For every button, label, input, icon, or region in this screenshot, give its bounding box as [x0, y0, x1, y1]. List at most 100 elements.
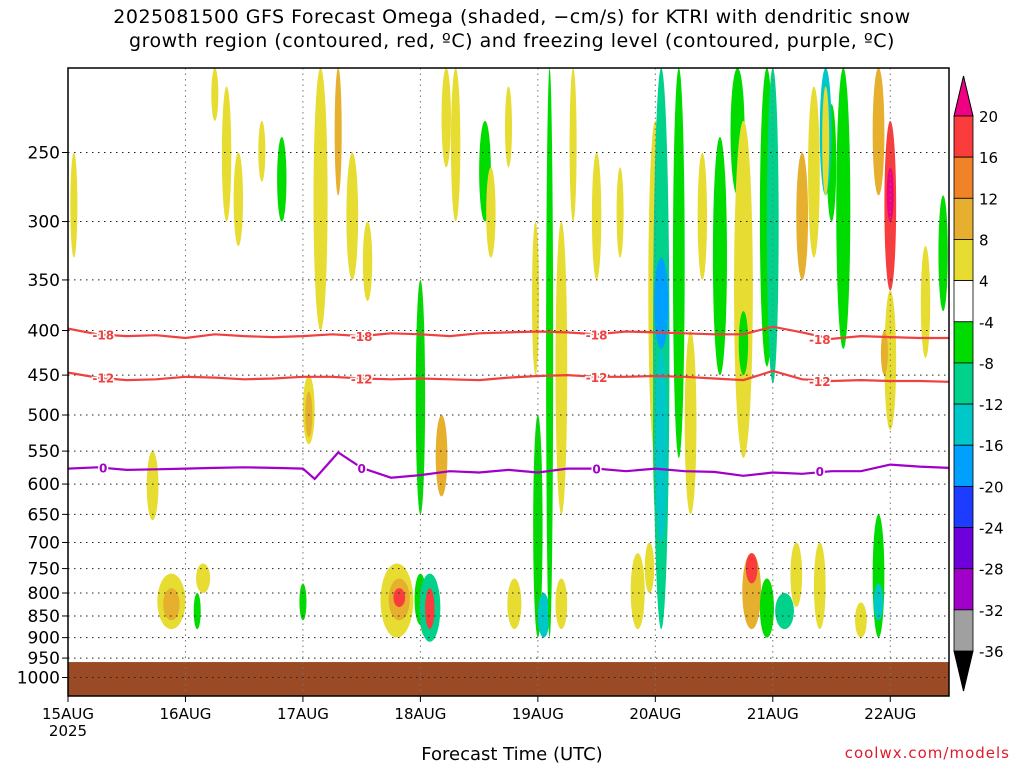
omega-cell-65 — [808, 86, 820, 258]
colorbar-label-7: -12 — [979, 396, 1004, 414]
colorbar-swatch-4 — [953, 280, 974, 323]
colorbar-label-2: 12 — [979, 190, 998, 208]
omega-cell-51 — [644, 542, 655, 594]
omega-cell-1 — [146, 451, 159, 521]
omega-cell-3 — [163, 588, 180, 621]
y-tick-label-700: 700 — [28, 533, 60, 553]
x-tick-label-5: 20AUG — [629, 705, 681, 723]
omega-cell-22 — [415, 279, 426, 515]
contour-label-0-3: -18 — [809, 333, 831, 347]
contour-label-1-0: -12 — [92, 372, 114, 386]
omega-cell-40 — [507, 578, 522, 630]
omega-cell-41 — [555, 578, 568, 630]
omega-cell-27 — [441, 68, 451, 168]
omega-cell-7 — [221, 86, 232, 222]
contour-line-0 — [68, 325, 949, 341]
y-tick-label-750: 750 — [28, 560, 60, 580]
y-tick-label-900: 900 — [28, 629, 60, 649]
contour-label-2-0: 0 — [99, 461, 107, 475]
omega-cell-77 — [938, 195, 948, 312]
y-tick-label-350: 350 — [28, 271, 60, 291]
omega-cell-36 — [555, 221, 568, 515]
omega-cell-26 — [435, 415, 448, 497]
omega-cell-4 — [196, 563, 211, 594]
omega-cell-67 — [836, 68, 851, 349]
omega-cell-52 — [712, 137, 727, 376]
colorbar-swatch-5 — [953, 321, 974, 364]
omega-cell-61 — [759, 578, 774, 638]
colorbar-swatch-10 — [953, 527, 974, 570]
omega-cell-55 — [738, 311, 749, 376]
omega-cell-39 — [616, 167, 624, 258]
omega-cell-33 — [537, 593, 550, 638]
omega-cell-9 — [258, 120, 266, 182]
y-tick-label-450: 450 — [28, 366, 60, 386]
omega-cell-47 — [672, 68, 685, 458]
omega-cell-34 — [546, 68, 554, 638]
x-tick-label-6: 21AUG — [747, 705, 799, 723]
y-tick-label-650: 650 — [28, 505, 60, 525]
y-tick-label-600: 600 — [28, 475, 60, 495]
omega-cell-35 — [531, 221, 540, 376]
omega-cell-38 — [591, 152, 602, 280]
omega-field — [68, 68, 949, 696]
contour-line-1 — [68, 369, 949, 383]
omega-cell-31 — [504, 86, 513, 168]
omega-cell-76 — [920, 245, 931, 358]
omega-cell-48 — [684, 330, 697, 515]
colorbar-label-11: -28 — [979, 561, 1004, 579]
colorbar-label-12: -32 — [979, 602, 1004, 620]
omega-cell-59 — [766, 68, 779, 384]
omega-cell-69 — [872, 68, 885, 196]
contour-label-1-2: -12 — [586, 371, 608, 385]
colorbar-label-1: 16 — [979, 149, 998, 167]
x-axis-label: Forecast Time (UTC) — [421, 744, 603, 765]
omega-cell-49 — [697, 152, 708, 280]
chart-title-line-1: 2025081500 GFS Forecast Omega (shaded, −… — [113, 6, 911, 28]
y-tick-label-400: 400 — [28, 322, 60, 342]
colorbar-swatch-1 — [953, 156, 974, 199]
contour-label-1-1: -12 — [351, 372, 373, 386]
colorbar-swatch-0 — [953, 115, 974, 158]
omega-cell-78 — [855, 602, 867, 638]
omega-cell-6 — [211, 68, 219, 121]
contour-line-2 — [68, 451, 949, 481]
colorbar-swatch-8 — [953, 444, 974, 487]
chart-title-line-2: growth region (contoured, red, ºC) and f… — [129, 30, 895, 52]
x-tick-label-3: 18AUG — [394, 705, 446, 723]
contour-label-0-2: -18 — [586, 328, 608, 342]
contour-label-1-3: -12 — [809, 375, 831, 389]
omega-cell-64 — [796, 152, 809, 280]
omega-cell-57 — [745, 553, 758, 584]
contour-label-2-2: 0 — [592, 463, 600, 477]
colorbar-swatch-2 — [953, 197, 974, 240]
colorbar-label-9: -20 — [979, 478, 1004, 496]
colorbar-label-5: -4 — [979, 314, 994, 332]
omega-cell-50 — [630, 553, 645, 630]
colorbar-top-arrow — [953, 75, 974, 117]
omega-cell-14 — [313, 68, 328, 331]
omega-cell-0 — [70, 152, 78, 258]
omega-cell-45 — [654, 257, 669, 349]
omega-cell-15 — [334, 68, 342, 196]
contours: -18 -18 -18 -18 -12 -12 -12 -12 0 0 0 0 — [68, 325, 949, 481]
omega-cell-28 — [450, 68, 461, 222]
x-tick-label-2: 17AUG — [277, 705, 329, 723]
y-tick-label-500: 500 — [28, 406, 60, 426]
y-axis: 2503003504004505005506006507007508008509… — [17, 144, 68, 689]
colorbar-label-6: -8 — [979, 355, 994, 373]
contour-label-2-3: 0 — [816, 465, 824, 479]
omega-cell-32 — [533, 415, 543, 638]
colorbar-swatch-9 — [953, 485, 974, 528]
omega-cell-54 — [734, 120, 753, 458]
y-tick-label-800: 800 — [28, 584, 60, 604]
colorbar: 20 16 12 8 4 -4 -8 -12 -16 -20 -24 -28 -32 -36 — [953, 75, 1004, 692]
colorbar-label-3: 8 — [979, 231, 989, 249]
colorbar-bottom-arrow — [953, 650, 974, 692]
omega-cell-25 — [425, 588, 435, 630]
x-tick-label-4: 19AUG — [512, 705, 564, 723]
x-tick-sublabel-0: 2025 — [49, 722, 87, 740]
omega-cell-63 — [813, 542, 826, 630]
omega-cell-62 — [790, 542, 803, 607]
